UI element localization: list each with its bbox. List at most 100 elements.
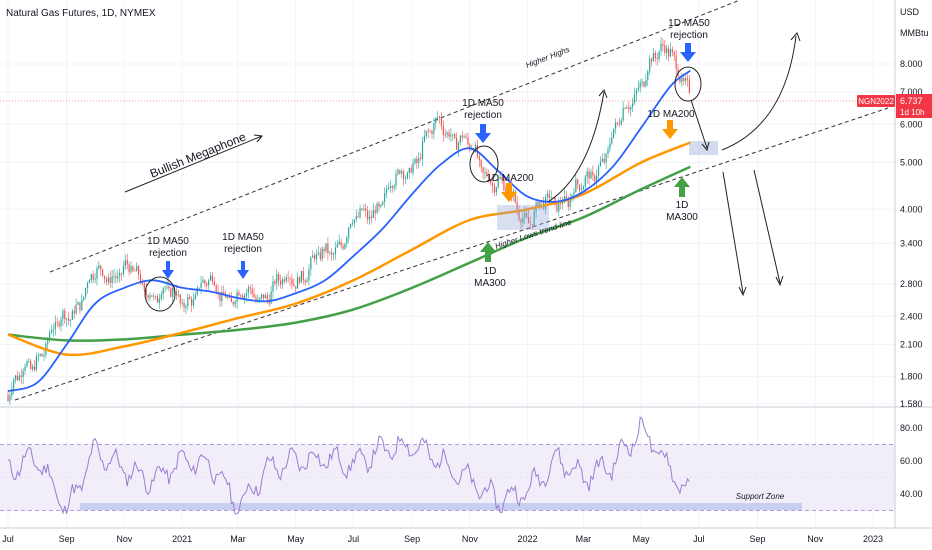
candle-body <box>115 276 117 279</box>
candle-body <box>486 172 488 176</box>
candle-body <box>308 269 310 281</box>
candle-body <box>455 138 458 150</box>
projection-line-2 <box>722 171 744 294</box>
candle-body <box>69 319 72 321</box>
candle-body <box>122 265 125 274</box>
candle-body <box>346 237 348 245</box>
ma50-rejection-arrow-3 <box>475 124 491 143</box>
candle-body <box>630 106 632 110</box>
rejection-label-4-line1: 1D MA50 <box>668 18 710 29</box>
candle-body <box>539 201 541 208</box>
candle-body <box>622 108 624 121</box>
candle-body <box>402 171 405 179</box>
candle-body <box>463 136 465 138</box>
candle-body <box>117 276 119 279</box>
ma200-label-1: 1D MA200 <box>486 173 534 184</box>
ma50-rejection-arrow-4 <box>680 43 696 62</box>
candle-body <box>599 161 602 166</box>
time-tick: 2023 <box>863 534 883 544</box>
candle-body <box>196 287 198 295</box>
candle-body <box>573 192 575 195</box>
candle-body <box>467 137 469 145</box>
candle-body <box>452 134 454 135</box>
candle-body <box>579 184 581 191</box>
support-zone-label: Support Zone <box>736 492 785 501</box>
candle-body <box>306 280 308 283</box>
candle-body <box>620 120 622 125</box>
rejection-circle-2 <box>469 145 499 183</box>
candle-body <box>565 196 567 201</box>
price-tick: 7.000 <box>900 87 923 97</box>
candle-body <box>200 282 202 288</box>
candle-body <box>312 255 314 258</box>
rsi-axis[interactable]: 80.00 60.00 40.00 <box>900 423 923 499</box>
candle-body <box>380 204 382 207</box>
candle-body <box>323 248 325 252</box>
candle-body <box>601 158 603 162</box>
target-zone <box>689 141 718 155</box>
candle-body <box>338 241 340 245</box>
candle-body <box>671 49 673 52</box>
candle-body <box>75 304 77 314</box>
candle-body <box>219 292 221 301</box>
ma300-arrow-2 <box>674 177 690 197</box>
candle-body <box>58 322 60 327</box>
time-axis[interactable]: Jul Sep Nov 2021 Mar May Jul Sep Nov 2022 Mar May Ju… <box>2 534 883 544</box>
candle-body <box>656 58 658 59</box>
candle-body <box>641 81 643 84</box>
candle-body <box>552 197 554 199</box>
projection-line-2-head <box>738 286 747 297</box>
candle-body <box>50 330 53 333</box>
candle-body <box>81 299 83 311</box>
price-axis[interactable]: 1.580 1.800 2.100 2.400 2.800 3.400 4.000 5.000… <box>900 59 923 409</box>
price-badge[interactable]: NGN2022 6.737 1d 10h <box>857 94 932 118</box>
candle-body <box>71 310 73 320</box>
time-tick: Jul <box>2 534 14 544</box>
candle-body <box>444 134 446 136</box>
rejection-circle-3 <box>674 66 702 102</box>
candle-body <box>270 291 272 304</box>
candle-body <box>62 310 64 320</box>
candle-body <box>208 280 210 286</box>
candle-body <box>342 245 344 249</box>
candle-body <box>266 295 268 300</box>
candle-body <box>332 254 335 255</box>
candle-body <box>321 248 323 260</box>
candle-body <box>33 366 36 371</box>
candle-body <box>516 202 518 211</box>
candle-body <box>561 202 564 204</box>
candle-body <box>584 176 586 187</box>
unit-label: MMBtu <box>900 28 929 38</box>
candle-body <box>376 203 378 214</box>
candle-body <box>105 279 108 282</box>
time-tick: Nov <box>462 534 479 544</box>
candle-body <box>427 130 429 132</box>
rejection-label-2-line1: 1D MA50 <box>222 232 264 243</box>
candle-body <box>420 158 422 159</box>
candle-body <box>633 94 636 104</box>
price-tick: 1.800 <box>900 372 923 382</box>
candle-body <box>363 208 365 210</box>
candle-body <box>253 293 255 298</box>
price-tick: 5.000 <box>900 158 923 168</box>
candle-body <box>41 354 43 357</box>
candle-body <box>126 260 128 265</box>
candle-body <box>348 227 350 238</box>
candle-body <box>374 210 376 214</box>
candle-body <box>155 295 157 297</box>
candle-body <box>190 298 193 306</box>
candle-body <box>96 268 98 279</box>
support-zone <box>80 503 802 510</box>
plot-area: Bullish Megaphone Higher Highs Higher Lo… <box>0 0 895 528</box>
candle-body <box>666 48 668 53</box>
candle-body <box>391 186 393 189</box>
candle-body <box>351 223 354 225</box>
candle-body <box>291 279 293 285</box>
candle-body <box>681 77 683 82</box>
projection-line-1 <box>690 99 708 149</box>
candle-body <box>367 210 369 220</box>
candle-body <box>435 117 437 124</box>
candle-body <box>679 76 681 82</box>
candle-body <box>401 171 403 174</box>
candle-body <box>204 280 206 284</box>
